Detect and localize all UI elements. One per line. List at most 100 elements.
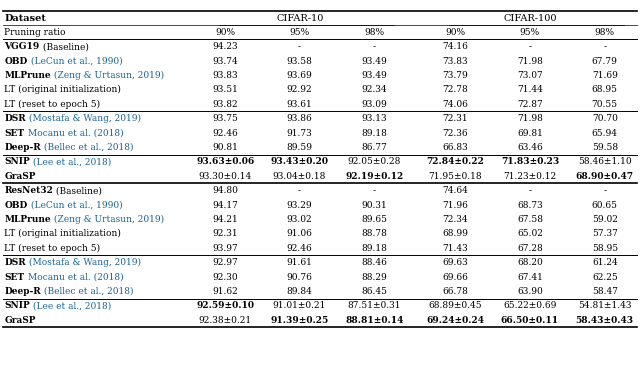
Text: 69.63: 69.63 bbox=[442, 258, 468, 267]
Text: 93.09: 93.09 bbox=[362, 100, 387, 109]
Text: 70.70: 70.70 bbox=[592, 114, 618, 123]
Text: 57.37: 57.37 bbox=[592, 229, 618, 238]
Text: 92.46: 92.46 bbox=[212, 128, 238, 138]
Text: 90%: 90% bbox=[215, 28, 236, 37]
Text: 94.80: 94.80 bbox=[212, 186, 238, 195]
Text: 93.49: 93.49 bbox=[362, 56, 387, 66]
Text: 90.81: 90.81 bbox=[212, 143, 238, 152]
Text: (Mostafa & Wang, 2019): (Mostafa & Wang, 2019) bbox=[26, 114, 141, 123]
Text: 63.90: 63.90 bbox=[517, 287, 543, 296]
Text: 58.47: 58.47 bbox=[592, 287, 618, 296]
Text: 93.30±0.14: 93.30±0.14 bbox=[198, 172, 252, 181]
Text: 71.43: 71.43 bbox=[442, 244, 468, 253]
Text: 93.04±0.18: 93.04±0.18 bbox=[273, 172, 326, 181]
Text: 72.87: 72.87 bbox=[517, 100, 543, 109]
Text: 71.95±0.18: 71.95±0.18 bbox=[428, 172, 482, 181]
Text: 73.07: 73.07 bbox=[517, 71, 543, 80]
Text: 68.20: 68.20 bbox=[517, 258, 543, 267]
Text: (Lee et al., 2018): (Lee et al., 2018) bbox=[30, 301, 111, 310]
Text: GraSP: GraSP bbox=[4, 172, 36, 181]
Text: 92.46: 92.46 bbox=[287, 244, 312, 253]
Text: GraSP: GraSP bbox=[4, 316, 36, 325]
Text: 59.58: 59.58 bbox=[592, 143, 618, 152]
Text: (Baseline): (Baseline) bbox=[40, 42, 88, 51]
Text: 74.06: 74.06 bbox=[442, 100, 468, 109]
Text: 72.78: 72.78 bbox=[442, 85, 468, 94]
Text: 90.76: 90.76 bbox=[287, 273, 312, 282]
Text: 68.90±0.47: 68.90±0.47 bbox=[576, 172, 634, 181]
Text: 67.58: 67.58 bbox=[517, 215, 543, 224]
Text: 62.25: 62.25 bbox=[592, 273, 618, 282]
Text: 68.99: 68.99 bbox=[442, 229, 468, 238]
Text: CIFAR-100: CIFAR-100 bbox=[503, 14, 557, 23]
Text: -: - bbox=[529, 42, 531, 51]
Text: 92.92: 92.92 bbox=[287, 85, 312, 94]
Text: 58.43±0.43: 58.43±0.43 bbox=[576, 316, 634, 325]
Text: LT (reset to epoch 5): LT (reset to epoch 5) bbox=[4, 100, 100, 109]
Text: MLPrune: MLPrune bbox=[4, 215, 51, 224]
Text: 71.69: 71.69 bbox=[592, 71, 618, 80]
Text: 89.18: 89.18 bbox=[362, 244, 387, 253]
Text: 73.79: 73.79 bbox=[442, 71, 468, 80]
Text: 90%: 90% bbox=[445, 28, 465, 37]
Text: OBD: OBD bbox=[4, 200, 28, 210]
Text: ResNet32: ResNet32 bbox=[4, 186, 53, 195]
Text: 66.78: 66.78 bbox=[442, 287, 468, 296]
Text: 91.01±0.21: 91.01±0.21 bbox=[273, 301, 326, 310]
Text: -: - bbox=[529, 186, 531, 195]
Text: Deep-R: Deep-R bbox=[4, 287, 41, 296]
Text: LT (original initialization): LT (original initialization) bbox=[4, 85, 122, 94]
Text: Mocanu et al. (2018): Mocanu et al. (2018) bbox=[24, 128, 124, 138]
Text: 68.73: 68.73 bbox=[517, 200, 543, 210]
Text: 58.46±1.10: 58.46±1.10 bbox=[578, 157, 632, 166]
Text: 71.44: 71.44 bbox=[517, 85, 543, 94]
Text: 93.02: 93.02 bbox=[287, 215, 312, 224]
Text: 93.13: 93.13 bbox=[362, 114, 387, 123]
Text: 70.55: 70.55 bbox=[592, 100, 618, 109]
Text: 67.41: 67.41 bbox=[517, 273, 543, 282]
Text: VGG19: VGG19 bbox=[4, 42, 40, 51]
Text: 88.78: 88.78 bbox=[362, 229, 387, 238]
Text: 87.51±0.31: 87.51±0.31 bbox=[348, 301, 401, 310]
Text: DSR: DSR bbox=[4, 114, 26, 123]
Text: 71.98: 71.98 bbox=[517, 114, 543, 123]
Text: -: - bbox=[373, 186, 376, 195]
Text: DSR: DSR bbox=[4, 258, 26, 267]
Text: SET: SET bbox=[4, 273, 24, 282]
Text: 91.06: 91.06 bbox=[287, 229, 312, 238]
Text: (Lee et al., 2018): (Lee et al., 2018) bbox=[30, 157, 111, 166]
Text: 88.81±0.14: 88.81±0.14 bbox=[345, 316, 404, 325]
Text: Pruning ratio: Pruning ratio bbox=[4, 28, 66, 37]
Text: 91.62: 91.62 bbox=[212, 287, 238, 296]
Text: 92.05±0.28: 92.05±0.28 bbox=[348, 157, 401, 166]
Text: 72.34: 72.34 bbox=[442, 215, 468, 224]
Text: 69.24±0.24: 69.24±0.24 bbox=[426, 316, 484, 325]
Text: 73.83: 73.83 bbox=[442, 56, 468, 66]
Text: CIFAR-10: CIFAR-10 bbox=[276, 14, 324, 23]
Text: Dataset: Dataset bbox=[4, 14, 46, 23]
Text: 92.30: 92.30 bbox=[212, 273, 238, 282]
Text: 65.02: 65.02 bbox=[517, 229, 543, 238]
Text: 90.31: 90.31 bbox=[362, 200, 387, 210]
Text: MLPrune: MLPrune bbox=[4, 71, 51, 80]
Text: 93.97: 93.97 bbox=[212, 244, 238, 253]
Text: 74.16: 74.16 bbox=[442, 42, 468, 51]
Text: -: - bbox=[604, 186, 606, 195]
Text: 71.98: 71.98 bbox=[517, 56, 543, 66]
Text: 93.74: 93.74 bbox=[212, 56, 238, 66]
Text: 54.81±1.43: 54.81±1.43 bbox=[578, 301, 632, 310]
Text: OBD: OBD bbox=[4, 56, 28, 66]
Text: 95%: 95% bbox=[289, 28, 310, 37]
Text: 63.46: 63.46 bbox=[517, 143, 543, 152]
Text: 93.75: 93.75 bbox=[212, 114, 238, 123]
Text: 93.61: 93.61 bbox=[287, 100, 312, 109]
Text: 68.89±0.45: 68.89±0.45 bbox=[428, 301, 482, 310]
Text: 93.86: 93.86 bbox=[287, 114, 312, 123]
Text: 91.73: 91.73 bbox=[287, 128, 312, 138]
Text: 93.29: 93.29 bbox=[287, 200, 312, 210]
Text: 88.46: 88.46 bbox=[362, 258, 387, 267]
Text: 72.31: 72.31 bbox=[442, 114, 468, 123]
Text: 92.97: 92.97 bbox=[212, 258, 238, 267]
Text: LT (reset to epoch 5): LT (reset to epoch 5) bbox=[4, 244, 100, 253]
Text: 91.39±0.25: 91.39±0.25 bbox=[270, 316, 329, 325]
